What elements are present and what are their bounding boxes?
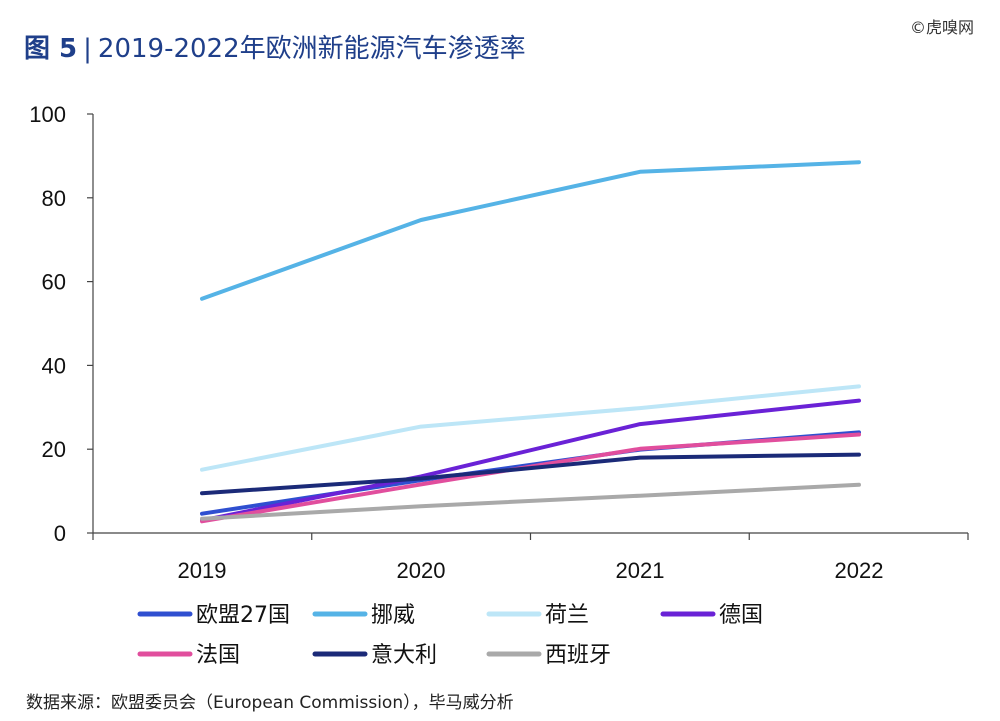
- y-tick-label: 20: [42, 437, 66, 462]
- source-note: 数据来源：欧盟委员会（European Commission），毕马威分析: [26, 693, 514, 713]
- series-line-6: [200, 452, 861, 496]
- legend-label: 意大利: [371, 643, 437, 668]
- x-tick-label: 2021: [616, 558, 665, 583]
- x-tick-label: 2019: [178, 558, 227, 583]
- y-tick-label: 40: [42, 353, 66, 378]
- title-text: 2019-2022年欧洲新能源汽车渗透率: [97, 34, 526, 64]
- title-separator: |: [83, 34, 92, 64]
- series-line-7: [200, 482, 861, 521]
- series-line-3: [200, 384, 861, 472]
- watermark-logo: ©虎嗅网: [909, 18, 974, 37]
- series-line-5: [200, 432, 861, 524]
- x-tick-label: 2022: [835, 558, 884, 583]
- y-tick-label: 100: [29, 102, 66, 127]
- y-tick-label: 80: [42, 186, 66, 211]
- series-line-4: [200, 398, 861, 523]
- chart-title: 图 5 | 2019-2022年欧洲新能源汽车渗透率: [24, 28, 526, 65]
- legend-label: 欧盟27国: [196, 603, 290, 628]
- x-tick-label: 2020: [397, 558, 446, 583]
- legend-label: 西班牙: [545, 643, 611, 668]
- y-tick-label: 0: [54, 521, 66, 546]
- legend-label: 荷兰: [545, 603, 589, 628]
- figure-label: 图 5: [24, 34, 78, 64]
- series-line-2: [200, 160, 861, 301]
- legend-label: 法国: [196, 643, 240, 668]
- legend-label: 挪威: [371, 603, 415, 628]
- legend-label: 德国: [719, 603, 763, 628]
- y-tick-label: 60: [42, 270, 66, 295]
